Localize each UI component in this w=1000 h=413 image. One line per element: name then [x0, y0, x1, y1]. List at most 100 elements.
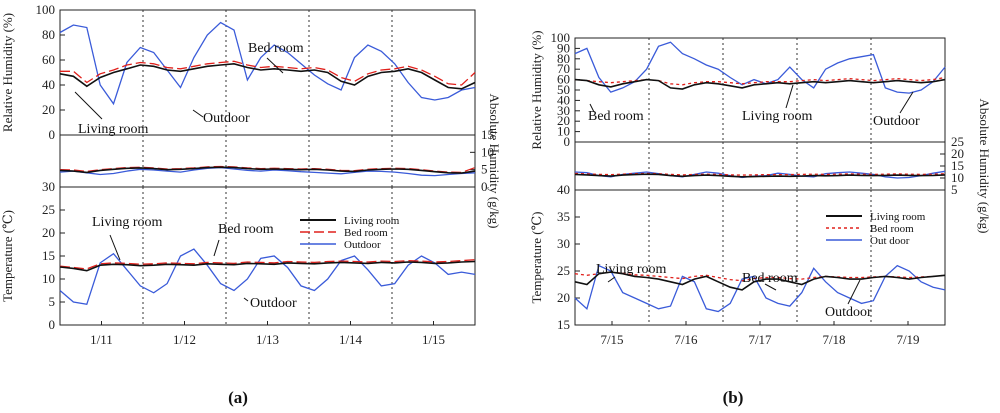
- charta-xtick-label: 1/13: [256, 332, 279, 347]
- charta-rh-frame: [59, 9, 476, 136]
- charta-legend-label-living: Living room: [344, 215, 400, 227]
- charta-rh-living-line: [59, 62, 476, 90]
- charta-ah-ytick-label: 15: [481, 127, 494, 142]
- chartb-temp-ytick-label: 15: [557, 317, 570, 332]
- charta-temp-ytick-label: 0: [49, 317, 56, 332]
- charta-rh-ytick-label: 40: [42, 77, 55, 92]
- charta-rh-ytick-label: 20: [42, 102, 55, 117]
- charta-xtick-label: 1/15: [422, 332, 445, 347]
- charta-ah-ytick-label: 0: [481, 179, 488, 194]
- chartb-ah-ytick-label: 10: [951, 170, 964, 185]
- charta-rh-annotation: Outdoor: [203, 111, 250, 126]
- charta-temp-annotation-leader: [243, 297, 249, 302]
- chartb-legend-label-bed: Bed room: [870, 223, 914, 235]
- chartb-rh-ytick-label: 0: [564, 134, 571, 149]
- chartb-rh-ytick-label: 20: [557, 113, 570, 128]
- charta-rh-annotation-leader: [266, 57, 284, 74]
- chartb-rh-annotation-leader: [589, 103, 595, 113]
- chartb-xtick-label: 7/19: [896, 332, 919, 347]
- charta-legend-label-outdoor: Outdoor: [344, 239, 381, 251]
- chartb-rh-ytick-label: 10: [557, 124, 570, 139]
- chartb-xtick-label: 7/17: [748, 332, 772, 347]
- charta-temp-annotation: Outdoor: [250, 296, 297, 311]
- chartb-legend-label-outdoor: Out door: [870, 235, 910, 247]
- charta-rh-annotation-leader: [192, 109, 204, 118]
- chartb-rh-ytick-label: 30: [557, 103, 570, 118]
- charta-temp-bed-line: [59, 259, 476, 270]
- chartb-temp-annotation-leader: [847, 279, 861, 305]
- chartb-ah-ytick-label: 20: [951, 146, 964, 161]
- charta-rh-outdoor-line: [59, 21, 476, 106]
- chartb-rh-ylabel: Relative Humidity (%): [529, 30, 544, 149]
- charta-caption: (a): [228, 388, 248, 407]
- chartb-legend-label-living: Living room: [870, 211, 926, 223]
- chartb-ah-living-line: [574, 173, 946, 178]
- charta-temp-annotation: Bed room: [218, 222, 274, 237]
- charta-temp-living-line: [59, 260, 476, 272]
- charta-ah-ytick-label: 10: [481, 144, 494, 159]
- chartb-ah-ytick-label: 25: [951, 134, 964, 149]
- chartb-rh-annotation-leader: [899, 91, 914, 114]
- charta-ah-ylabel: Absolute Humidity (g/kg): [487, 93, 502, 228]
- chartb-rh-ytick-label: 70: [557, 61, 570, 76]
- chartb-temp-ytick-label: 25: [557, 263, 570, 278]
- chartb-temp-ytick-label: 35: [557, 209, 570, 224]
- chartb-rh-ytick-label: 80: [557, 51, 570, 66]
- charta-temp-annotation-leader: [109, 234, 121, 261]
- charta-rh-annotation: Bed room: [248, 41, 304, 56]
- charta-xtick-label: 1/14: [339, 332, 363, 347]
- chartb-temp-bed-line: [574, 271, 946, 282]
- chartb-rh-ytick-label: 100: [551, 30, 571, 45]
- chartb-temp-annotation-leader: [607, 276, 616, 283]
- charta-temp-ytick-label: 10: [42, 271, 55, 286]
- chartb-xtick-label: 7/18: [822, 332, 845, 347]
- chartb-temp-ytick-label: 40: [557, 182, 570, 197]
- chartb-rh-ytick-label: 40: [557, 92, 570, 107]
- chartb-temp-outdoor-line: [574, 264, 946, 313]
- chartb-temp-living-line: [574, 271, 946, 291]
- chartb-temp-annotation: Living room: [596, 262, 666, 277]
- charta-rh-ylabel: Relative Humidity (%): [0, 13, 15, 132]
- chartb-xtick-label: 7/15: [600, 332, 623, 347]
- chartb-ah-ylabel: Absolute Humidity (g/kg): [977, 98, 992, 233]
- charta-rh-bed-line: [60, 60, 476, 86]
- chartb-temp-ylabel: Temperature (℃): [529, 212, 544, 304]
- chartb-rh-annotation: Bed room: [588, 109, 644, 124]
- chartb-rh-bed-line: [574, 76, 946, 86]
- chartb-ah-ytick-label: 15: [951, 158, 964, 173]
- charta-xtick-label: 1/12: [173, 332, 196, 347]
- chartb-rh-living-line: [574, 78, 946, 90]
- chartb-temp-annotation-leader: [764, 283, 777, 291]
- charta-temp-ytick-label: 30: [42, 179, 55, 194]
- chartb-temp-ytick-label: 30: [557, 236, 570, 251]
- chartb-rh-ytick-label: 50: [557, 82, 570, 97]
- charta-legend-label-bed: Bed room: [344, 227, 388, 239]
- charta-ah-frame: [59, 134, 476, 188]
- chartb-rh-annotation-leader: [785, 84, 794, 109]
- charta-rh-ytick-label: 0: [49, 127, 56, 142]
- charta-temp-outdoor-line: [59, 248, 476, 306]
- chartb-rh-annotation: Outdoor: [873, 114, 920, 129]
- chartb-caption: (b): [723, 388, 744, 407]
- chartb-temp-annotation: Bed room: [742, 271, 798, 286]
- charta-ah-living-line: [59, 166, 476, 174]
- charta-rh-ytick-label: 80: [42, 27, 55, 42]
- chartb-rh-annotation: Living room: [742, 109, 812, 124]
- charta-temp-ytick-label: 25: [42, 202, 55, 217]
- charta-temp-annotation: Living room: [92, 215, 162, 230]
- chartb-rh-outdoor-line: [574, 41, 946, 94]
- charta-rh-ytick-label: 60: [42, 52, 55, 67]
- chartb-temp-ytick-label: 20: [557, 290, 570, 305]
- charta-xtick-label: 1/11: [90, 332, 113, 347]
- charta-temp-ytick-label: 15: [42, 248, 55, 263]
- chartb-xtick-label: 7/16: [674, 332, 698, 347]
- charta-temp-ylabel: Temperature (℃): [0, 210, 15, 302]
- charta-temp-annotation-leader: [213, 239, 220, 257]
- charta-ah-ytick-label: 5: [481, 162, 488, 177]
- chartb-ah-ytick-label: 5: [951, 182, 958, 197]
- chartb-ah-bed-line: [574, 172, 946, 176]
- charta-rh-annotation: Living room: [78, 122, 148, 137]
- chartb-rh-ytick-label: 60: [557, 72, 570, 87]
- chartb-ah-frame: [574, 141, 946, 191]
